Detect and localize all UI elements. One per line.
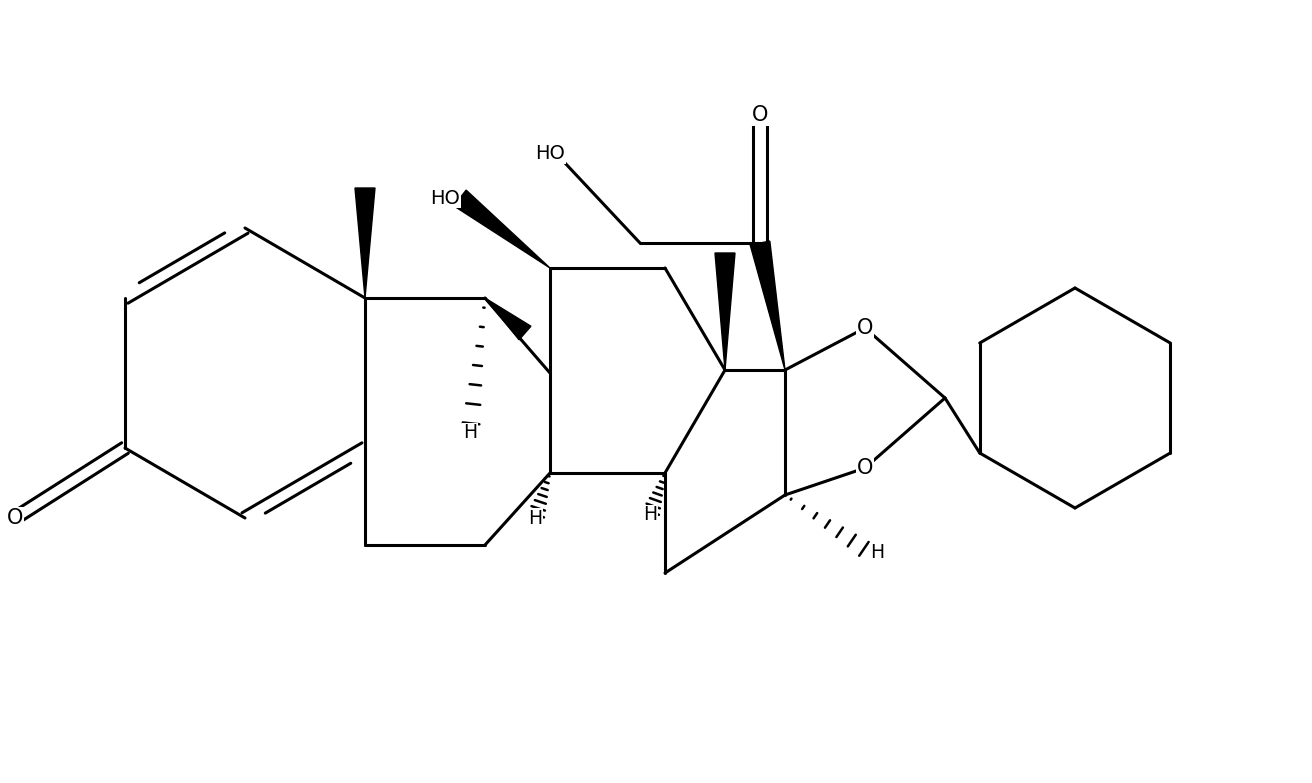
Text: H: H xyxy=(527,508,542,528)
Polygon shape xyxy=(485,298,531,340)
Text: HO: HO xyxy=(535,144,565,163)
Text: H: H xyxy=(870,543,884,562)
Polygon shape xyxy=(356,188,375,298)
Polygon shape xyxy=(454,190,550,268)
Text: O: O xyxy=(857,458,874,478)
Polygon shape xyxy=(665,268,726,370)
Text: HO: HO xyxy=(430,189,461,207)
Text: O: O xyxy=(7,508,24,528)
Text: H: H xyxy=(463,424,478,442)
Text: H: H xyxy=(643,506,657,525)
Text: O: O xyxy=(752,105,769,125)
Polygon shape xyxy=(750,241,785,370)
Text: O: O xyxy=(857,318,874,338)
Polygon shape xyxy=(715,253,735,370)
